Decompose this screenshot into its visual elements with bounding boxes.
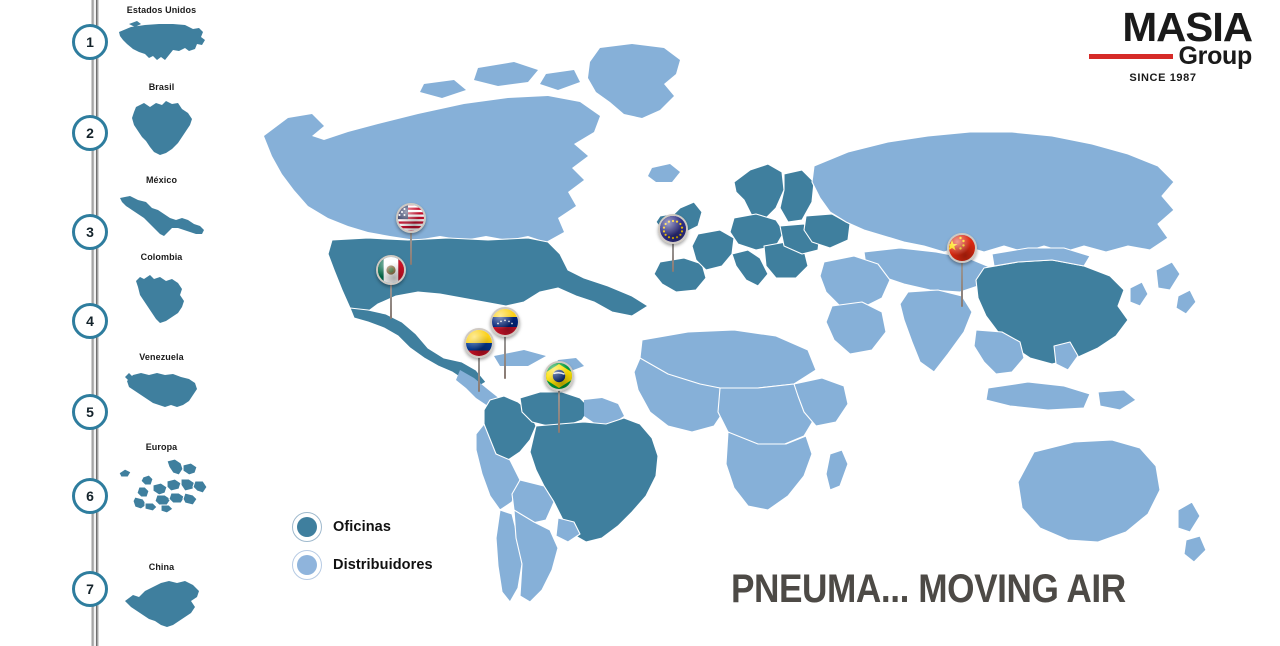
region-middle-east	[819, 255, 891, 309]
region-brasil	[529, 417, 659, 543]
flag-icon-mexico	[376, 255, 406, 285]
map-pin-europa[interactable]	[658, 214, 688, 272]
pin-stem	[410, 229, 412, 265]
region-arctic-islands	[420, 62, 580, 98]
timeline-step-6[interactable]: 6	[72, 478, 108, 514]
region-russia	[811, 131, 1175, 253]
sidebar-label-estados-unidos: Estados Unidos	[126, 5, 197, 15]
region-central-america	[456, 350, 584, 412]
region-madagascar	[825, 449, 849, 491]
region-iberia	[653, 257, 707, 293]
region-canada	[264, 96, 600, 242]
pin-stem	[390, 281, 392, 319]
sidebar-label-colombia: Colombia	[140, 252, 183, 262]
ring-circle-icon	[292, 550, 322, 580]
pin-stem	[558, 387, 560, 433]
region-uruguay-paraguay	[555, 517, 581, 543]
flag-icon-venezuela	[490, 307, 520, 337]
masia-group-logo[interactable]: MASIA Group SINCE 1987	[1074, 7, 1253, 84]
timeline-step-1[interactable]: 1	[72, 24, 108, 60]
map-pin-china[interactable]	[947, 233, 977, 307]
legend-label-distribuidores: Distribuidores	[333, 557, 433, 573]
country-shape-brasil	[108, 95, 215, 163]
flag-icon-colombia	[464, 328, 494, 358]
legend-item-distribuidores[interactable]: Distribuidores	[292, 546, 433, 584]
region-west-africa	[633, 357, 727, 433]
country-shape-estados-unidos	[108, 18, 215, 70]
logo-since-text: SINCE 1987	[1129, 72, 1197, 84]
region-greenland	[588, 44, 680, 118]
logo-group-text: Group	[1178, 42, 1253, 70]
region-east-africa	[793, 377, 849, 427]
region-korea-japan	[1129, 261, 1197, 315]
sidebar-label-brasil: Brasil	[148, 82, 175, 92]
country-shape-mexico	[108, 188, 215, 248]
region-mongolia	[991, 247, 1091, 267]
flag-icon-brasil	[544, 361, 574, 391]
map-pin-brasil[interactable]	[544, 361, 574, 433]
sidebar-entry-china[interactable]: China	[108, 562, 215, 637]
map-pin-colombia[interactable]	[464, 328, 494, 392]
region-venezuela	[519, 391, 591, 427]
sidebar-entry-europa[interactable]: Europa	[108, 442, 215, 517]
map-legend: Oficinas Distribuidores	[292, 508, 433, 584]
logo-red-bar	[1088, 54, 1173, 59]
region-arabia	[825, 301, 887, 355]
flag-icon-europa	[658, 214, 688, 244]
timeline-sidebar: 1 Estados Unidos 2 Brasil 3 México 4 Col…	[0, 0, 215, 646]
country-shape-europa	[108, 455, 215, 517]
legend-item-oficinas[interactable]: Oficinas	[292, 508, 433, 546]
timeline-step-3[interactable]: 3	[72, 214, 108, 250]
pin-stem	[504, 333, 506, 379]
sidebar-entry-venezuela[interactable]: Venezuela	[108, 352, 215, 419]
region-philippines	[1053, 341, 1079, 371]
sidebar-entry-estados-unidos[interactable]: Estados Unidos	[108, 5, 215, 70]
country-shape-colombia	[108, 265, 215, 335]
region-southeast-asia	[973, 329, 1025, 375]
pin-stem	[961, 259, 963, 307]
pin-stem	[672, 240, 674, 272]
region-central-africa	[717, 383, 817, 447]
region-india	[899, 289, 973, 373]
flag-icon-china	[947, 233, 977, 263]
flag-icon-united-states	[396, 203, 426, 233]
timeline-step-5[interactable]: 5	[72, 394, 108, 430]
region-france-benelux	[691, 229, 735, 271]
tagline: PNEUMA... MOVING AIR	[731, 567, 1126, 611]
country-shape-china	[108, 575, 215, 637]
region-bolivia	[511, 479, 555, 525]
sidebar-entry-brasil[interactable]: Brasil	[108, 82, 215, 163]
sidebar-entry-mexico[interactable]: México	[108, 175, 215, 248]
world-map-svg	[264, 44, 1207, 603]
region-indonesia	[985, 381, 1137, 411]
region-argentina	[513, 509, 559, 603]
timeline-step-7[interactable]: 7	[72, 571, 108, 607]
sidebar-label-europa: Europa	[145, 442, 178, 452]
region-italy-alps	[731, 249, 769, 287]
legend-label-oficinas: Oficinas	[333, 519, 392, 535]
world-map	[228, 40, 1280, 620]
sidebar-entry-colombia[interactable]: Colombia	[108, 252, 215, 335]
map-pin-united-states[interactable]	[396, 203, 426, 265]
map-pin-venezuela[interactable]	[490, 307, 520, 379]
region-scandinavia	[733, 163, 785, 221]
region-new-zealand	[1177, 501, 1207, 563]
region-finland-baltics	[779, 169, 815, 223]
sidebar-label-china: China	[148, 562, 175, 572]
logo-group-row: Group	[1074, 44, 1252, 69]
filled-circle-icon	[292, 512, 322, 542]
country-shape-venezuela	[108, 365, 215, 419]
region-australia	[1017, 439, 1161, 543]
logo-wordmark: MASIA	[1122, 4, 1253, 50]
region-guyanas	[584, 398, 624, 424]
region-iceland	[648, 164, 680, 182]
sidebar-label-mexico: México	[145, 175, 178, 185]
region-southern-africa	[725, 431, 813, 511]
timeline-step-2[interactable]: 2	[72, 115, 108, 151]
timeline-step-4[interactable]: 4	[72, 303, 108, 339]
map-pin-mexico[interactable]	[376, 255, 406, 319]
pin-stem	[478, 354, 480, 392]
sidebar-label-venezuela: Venezuela	[139, 352, 184, 362]
